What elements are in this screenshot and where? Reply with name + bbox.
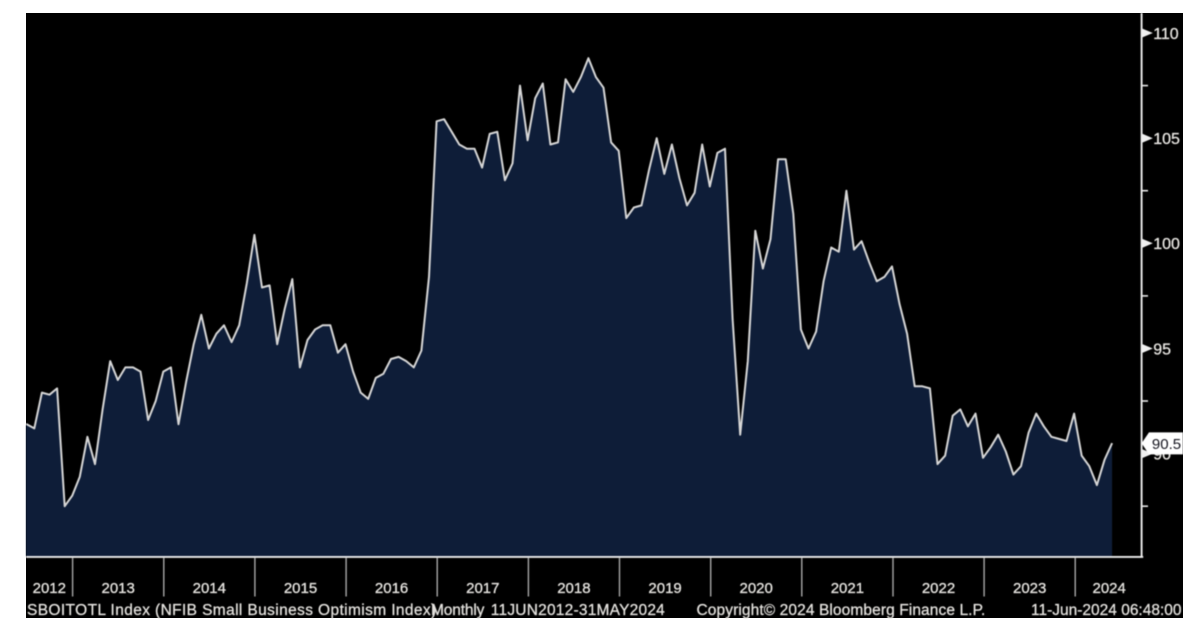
svg-text:95: 95 — [1153, 341, 1171, 358]
svg-text:90.5: 90.5 — [1152, 436, 1181, 453]
svg-text:2022: 2022 — [922, 580, 955, 597]
svg-text:2021: 2021 — [831, 580, 864, 597]
svg-text:2015: 2015 — [284, 580, 317, 597]
svg-text:105: 105 — [1153, 131, 1180, 148]
svg-text:2024: 2024 — [1093, 580, 1126, 597]
svg-text:Monthly: Monthly — [431, 602, 485, 619]
svg-text:110: 110 — [1153, 26, 1179, 43]
svg-text:2016: 2016 — [375, 580, 408, 597]
svg-text:2013: 2013 — [102, 580, 135, 597]
svg-text:2012: 2012 — [33, 580, 66, 597]
svg-text:2018: 2018 — [557, 580, 590, 597]
svg-text:2019: 2019 — [648, 580, 681, 597]
svg-text:100: 100 — [1153, 236, 1180, 253]
svg-text:Copyright© 2024 Bloomberg Fina: Copyright© 2024 Bloomberg Finance L.P. — [697, 602, 986, 619]
svg-text:2014: 2014 — [193, 580, 226, 597]
svg-text:11-Jun-2024 06:48:00: 11-Jun-2024 06:48:00 — [1031, 602, 1182, 619]
svg-text:2017: 2017 — [466, 580, 499, 597]
svg-text:2020: 2020 — [740, 580, 773, 597]
svg-text:SBOITOTL Index (NFIB Small Bus: SBOITOTL Index (NFIB Small Business Opti… — [27, 602, 437, 619]
svg-text:11JUN2012-31MAY2024: 11JUN2012-31MAY2024 — [491, 602, 665, 619]
svg-text:2023: 2023 — [1013, 580, 1046, 597]
